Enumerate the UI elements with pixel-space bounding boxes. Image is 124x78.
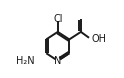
Text: OH: OH — [91, 34, 106, 44]
Text: N: N — [54, 56, 62, 66]
Text: H₂N: H₂N — [16, 56, 35, 66]
Text: Cl: Cl — [53, 14, 62, 24]
